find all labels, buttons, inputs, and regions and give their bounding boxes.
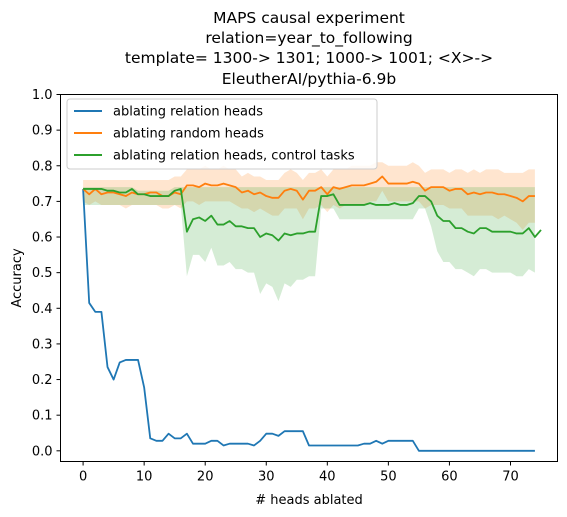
legend: ablating relation heads ablating random … xyxy=(66,98,378,170)
y-tick-label: 0.0 xyxy=(32,444,53,459)
title-line-3: template= 1300-> 1301; 1000-> 1001; <X>-… xyxy=(125,49,493,67)
x-tick-label: 30 xyxy=(258,470,275,485)
y-axis: 0.0 0.1 0.2 0.3 0.4 0.5 0.6 0.7 0.8 0.9 1.0 xyxy=(32,88,61,459)
y-tick-label: 1.0 xyxy=(32,88,53,103)
legend-label-random-heads: ablating random heads xyxy=(113,127,264,142)
y-tick-label: 0.5 xyxy=(32,266,53,281)
series-line-0 xyxy=(82,188,535,452)
y-tick-label: 0.8 xyxy=(32,159,53,174)
confidence-bands xyxy=(83,162,535,302)
series-lines xyxy=(82,175,542,452)
title-line-2: relation=year_to_following xyxy=(205,29,412,48)
y-tick-label: 0.4 xyxy=(32,302,53,317)
x-tick-label: 50 xyxy=(380,470,397,485)
legend-box xyxy=(66,98,378,170)
x-tick-label: 0 xyxy=(79,470,87,485)
legend-label-relation-heads: ablating relation heads xyxy=(113,105,263,120)
series-line-1 xyxy=(82,175,535,203)
y-axis-label: Accuracy xyxy=(10,248,25,308)
band-1 xyxy=(83,162,535,230)
y-tick-label: 0.7 xyxy=(32,195,53,210)
x-tick-label: 70 xyxy=(502,470,519,485)
y-tick-label: 0.3 xyxy=(32,337,53,352)
plot-frame xyxy=(60,94,558,462)
y-tick-label: 0.1 xyxy=(32,409,53,424)
title-line-1: MAPS causal experiment xyxy=(213,9,405,27)
title-line-4: EleutherAI/pythia-6.9b xyxy=(222,70,396,88)
x-tick-label: 40 xyxy=(319,470,336,485)
legend-label-control-tasks: ablating relation heads, control tasks xyxy=(113,149,355,164)
y-tick-label: 0.9 xyxy=(32,124,53,139)
x-axis-label: # heads ablated xyxy=(255,493,363,508)
x-tick-label: 10 xyxy=(136,470,153,485)
y-tick-label: 0.6 xyxy=(32,231,53,246)
band-2 xyxy=(83,187,535,302)
y-tick-label: 0.2 xyxy=(32,373,53,388)
x-axis: 0 10 20 30 40 50 60 70 xyxy=(79,461,519,485)
chart-title: MAPS causal experiment relation=year_to_… xyxy=(125,9,493,88)
x-tick-label: 20 xyxy=(197,470,214,485)
x-tick-label: 60 xyxy=(441,470,458,485)
series-line-2 xyxy=(83,188,542,242)
